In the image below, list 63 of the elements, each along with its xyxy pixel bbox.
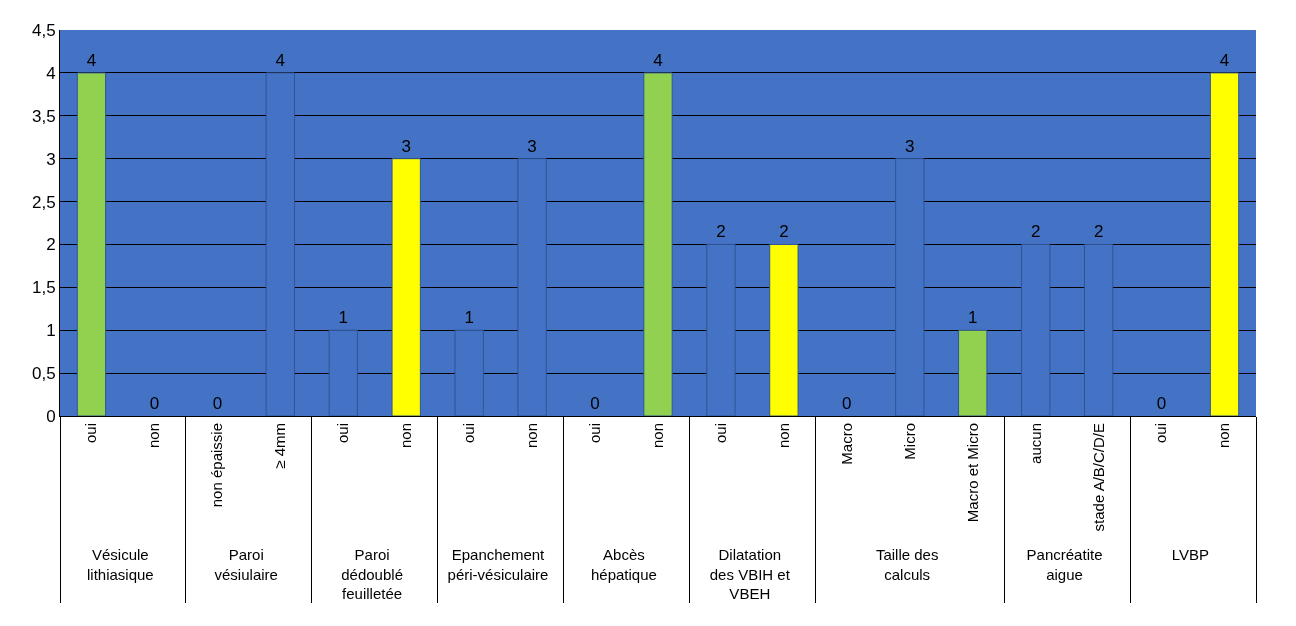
data-label: 2 [716, 222, 726, 242]
category-label: Vésicule lithiasique [86, 546, 154, 583]
category-label: LVBP [1171, 546, 1210, 564]
category-label: Paroi dédoublé feuilletée [341, 546, 403, 603]
y-tick-label: 2,5 [31, 192, 56, 212]
category-label: Epanchement péri-vésiculaire [447, 546, 549, 583]
data-label: 1 [338, 308, 348, 328]
category-label: Macro et Micro [963, 423, 981, 523]
bar [958, 329, 988, 416]
bar [1209, 72, 1240, 416]
category-label: Macro [837, 423, 855, 465]
data-label: 0 [149, 394, 160, 413]
data-label: 1 [968, 308, 978, 328]
y-tick-label: 1,5 [31, 278, 56, 298]
category-label: Paroi vésiulaire [214, 546, 278, 583]
category-label: non [774, 423, 792, 449]
category-label: non [145, 423, 163, 449]
y-tick-label: 2 [46, 235, 56, 255]
data-label: 2 [1030, 222, 1041, 242]
data-label: 0 [590, 394, 600, 413]
data-label: 2 [779, 222, 789, 242]
y-tick-label: 0 [46, 406, 56, 426]
category-label: oui [334, 423, 352, 444]
data-label: 3 [401, 136, 411, 156]
category-label: ≥ 4mm [271, 423, 289, 469]
y-tick-label: 4 [46, 63, 56, 83]
category-label: aucun [1026, 423, 1044, 464]
category-label: stade A/B/C/D/E [1089, 423, 1107, 532]
bar [76, 72, 107, 416]
data-label: 4 [275, 50, 286, 70]
bar [769, 243, 799, 416]
category-label: Micro [900, 423, 918, 460]
category-label: oui [585, 423, 603, 444]
data-label: 4 [86, 50, 97, 70]
data-label: 3 [905, 136, 915, 156]
category-label: non [648, 423, 666, 449]
data-label: 2 [1093, 222, 1104, 242]
category-label: oui [1152, 423, 1170, 444]
category-label: oui [460, 423, 478, 444]
category-label: oui [711, 423, 729, 444]
data-label: 4 [1219, 50, 1230, 70]
y-tick-label: 3,5 [31, 106, 56, 126]
data-label: 1 [464, 308, 474, 328]
category-label: Taille des calculs [875, 546, 939, 583]
y-tick-label: 3 [46, 149, 56, 169]
category-label: non [1215, 423, 1233, 449]
category-label: non épaissie [208, 423, 226, 508]
bar [391, 158, 421, 416]
y-tick-label: 1 [46, 321, 56, 341]
y-tick-label: 4,5 [31, 20, 56, 40]
category-label: Abcès hépatique [590, 546, 657, 583]
category-label: Pancréatite aigue [1026, 546, 1103, 583]
category-label: Dilatation des VBIH et VBEH [709, 546, 790, 603]
category-label: non [522, 423, 540, 449]
data-label: 4 [653, 50, 663, 70]
data-label: 0 [842, 394, 852, 413]
category-label: oui [82, 423, 100, 444]
bar [643, 72, 673, 416]
y-tick-label: 0,5 [31, 364, 56, 384]
category-label: non [397, 423, 415, 449]
data-label: 0 [212, 394, 223, 413]
data-label: 0 [1156, 394, 1167, 413]
data-label: 3 [527, 136, 537, 156]
